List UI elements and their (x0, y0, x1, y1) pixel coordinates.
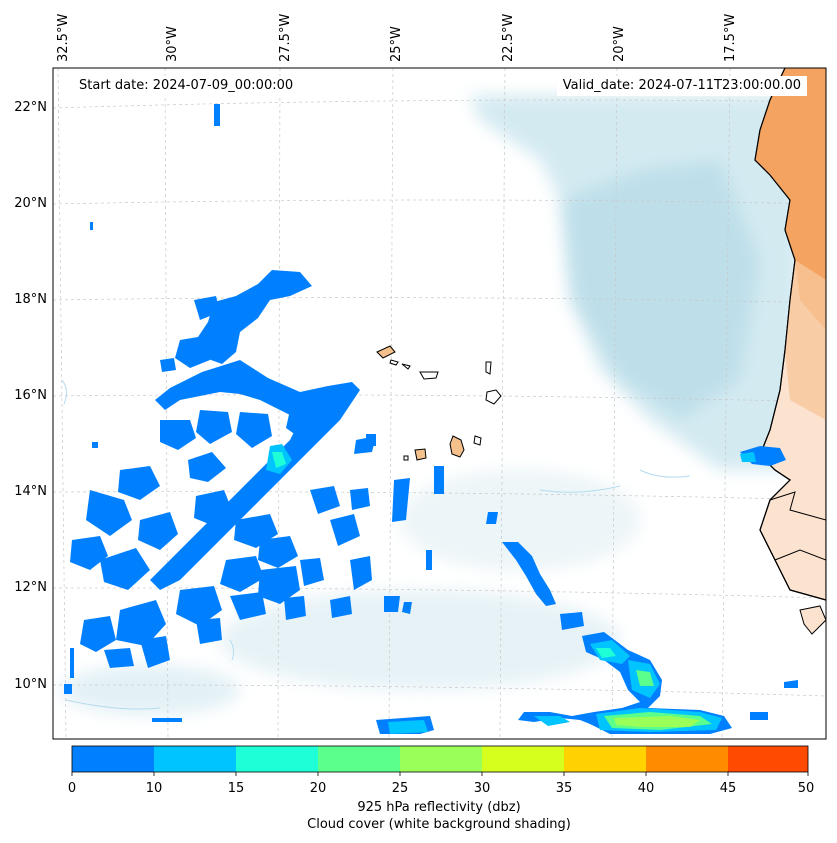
colorbar-tick: 10 (146, 781, 163, 796)
lat-label: 20°N (14, 196, 47, 211)
cloud-region-southwest (60, 665, 240, 715)
colorbar-swatch (728, 746, 808, 772)
reflectivity-band-northwest (196, 270, 312, 364)
lon-label: 17.5°W (723, 14, 738, 62)
colorbar-tick: 35 (556, 781, 573, 796)
lon-label: 22.5°W (501, 14, 516, 62)
colorbar-sublabel: Cloud cover (white background shading) (307, 817, 571, 832)
lon-label: 32.5°W (56, 14, 71, 62)
colorbar-tick: 50 (798, 781, 815, 796)
reflectivity-streak-south (502, 542, 556, 606)
lon-label: 20°W (612, 26, 627, 62)
colorbar-swatch (482, 746, 564, 772)
colorbar-swatch (400, 746, 482, 772)
reflectivity-outlines (61, 379, 691, 710)
longitude-labels: 32.5°W 30°W 27.5°W 25°W 22.5°W 20°W 17.5… (56, 14, 738, 62)
colorbar-swatch (646, 746, 728, 772)
cloud-cover-shading (60, 95, 800, 715)
map-frame (52, 67, 827, 740)
lon-label: 27.5°W (278, 14, 293, 62)
colorbar-label: 925 hPa reflectivity (dbz) (357, 800, 521, 815)
lat-label: 22°N (14, 100, 47, 115)
colorbar-swatch (72, 746, 154, 772)
colorbar-tick: 25 (392, 781, 409, 796)
colorbar-swatch (564, 746, 646, 772)
lon-label: 25°W (389, 26, 404, 62)
reflectivity-band-south-east (518, 632, 732, 734)
cape-verde-islands (376, 345, 502, 461)
lat-label: 14°N (14, 484, 47, 499)
reflectivity-shading (64, 104, 798, 734)
colorbar-tick: 40 (638, 781, 655, 796)
valid-date-label: Valid_date: 2024-07-11T23:00:00.00 (556, 76, 807, 96)
lat-label: 16°N (14, 388, 47, 403)
lat-label: 10°N (14, 677, 47, 692)
lon-label: 30°W (165, 26, 180, 62)
start-date-label: Start date: 2024-07-09_00:00:00 (73, 76, 300, 96)
latitude-labels: 22°N 20°N 18°N 16°N 14°N 12°N 10°N (14, 100, 47, 692)
cloud-region-center (400, 470, 640, 570)
map-panel (53, 68, 826, 739)
lat-label: 18°N (14, 292, 47, 307)
colorbar-tick: 20 (310, 781, 327, 796)
cloud-region-south (220, 590, 620, 690)
lat-label: 12°N (14, 580, 47, 595)
colorbar-tick: 0 (68, 781, 76, 796)
cloud-region-east (560, 160, 760, 420)
colorbar-swatch (236, 746, 318, 772)
colorbar: 0 10 15 20 25 30 35 40 45 50 (68, 745, 815, 796)
colorbar-swatch (318, 746, 400, 772)
colorbar-swatch (154, 746, 236, 772)
africa-land (754, 68, 826, 635)
colorbar-tick: 45 (720, 781, 737, 796)
colorbar-tick: 30 (474, 781, 491, 796)
reflectivity-cores (266, 444, 756, 734)
colorbar-tick: 15 (228, 781, 245, 796)
